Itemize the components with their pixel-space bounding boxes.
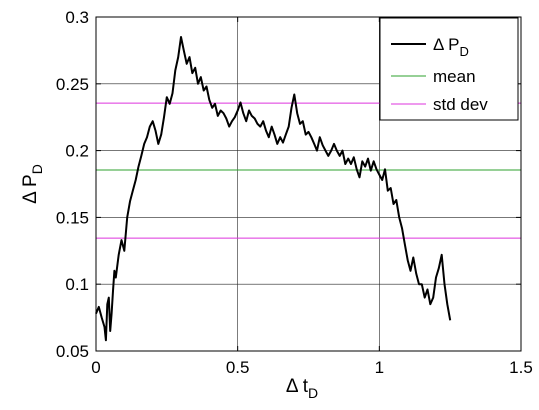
tick-marks — [95, 16, 522, 352]
y-tick-label: 0.1 — [65, 275, 89, 294]
x-tick-label: 0.5 — [226, 358, 250, 377]
x-tick-label: 1.5 — [509, 358, 533, 377]
legend: Δ PD mean std dev — [379, 17, 519, 121]
tick-labels: 0 0.5 1 1.5 0.05 0.1 0.15 0.2 0.25 0.3 — [56, 8, 533, 377]
legend-box — [379, 17, 519, 121]
y-tick-label: 0.25 — [56, 75, 89, 94]
x-tick-label: 0 — [91, 358, 100, 377]
y-axis-label: Δ PD — [20, 164, 45, 204]
y-tick-label: 0.15 — [56, 208, 89, 227]
y-tick-label: 0.3 — [65, 8, 89, 27]
x-tick-label: 1 — [375, 358, 384, 377]
axes-box — [95, 16, 522, 352]
x-axis-label: Δ tD — [286, 376, 318, 401]
series-layer — [95, 36, 452, 342]
legend-label-mean: mean — [433, 67, 476, 86]
y-tick-label: 0.2 — [65, 142, 89, 161]
delta-pd-series-line — [95, 36, 452, 342]
legend-label-std-dev: std dev — [433, 95, 488, 114]
y-tick-label: 0.05 — [56, 342, 89, 361]
legend-label-delta-pd: Δ PD — [433, 35, 469, 59]
